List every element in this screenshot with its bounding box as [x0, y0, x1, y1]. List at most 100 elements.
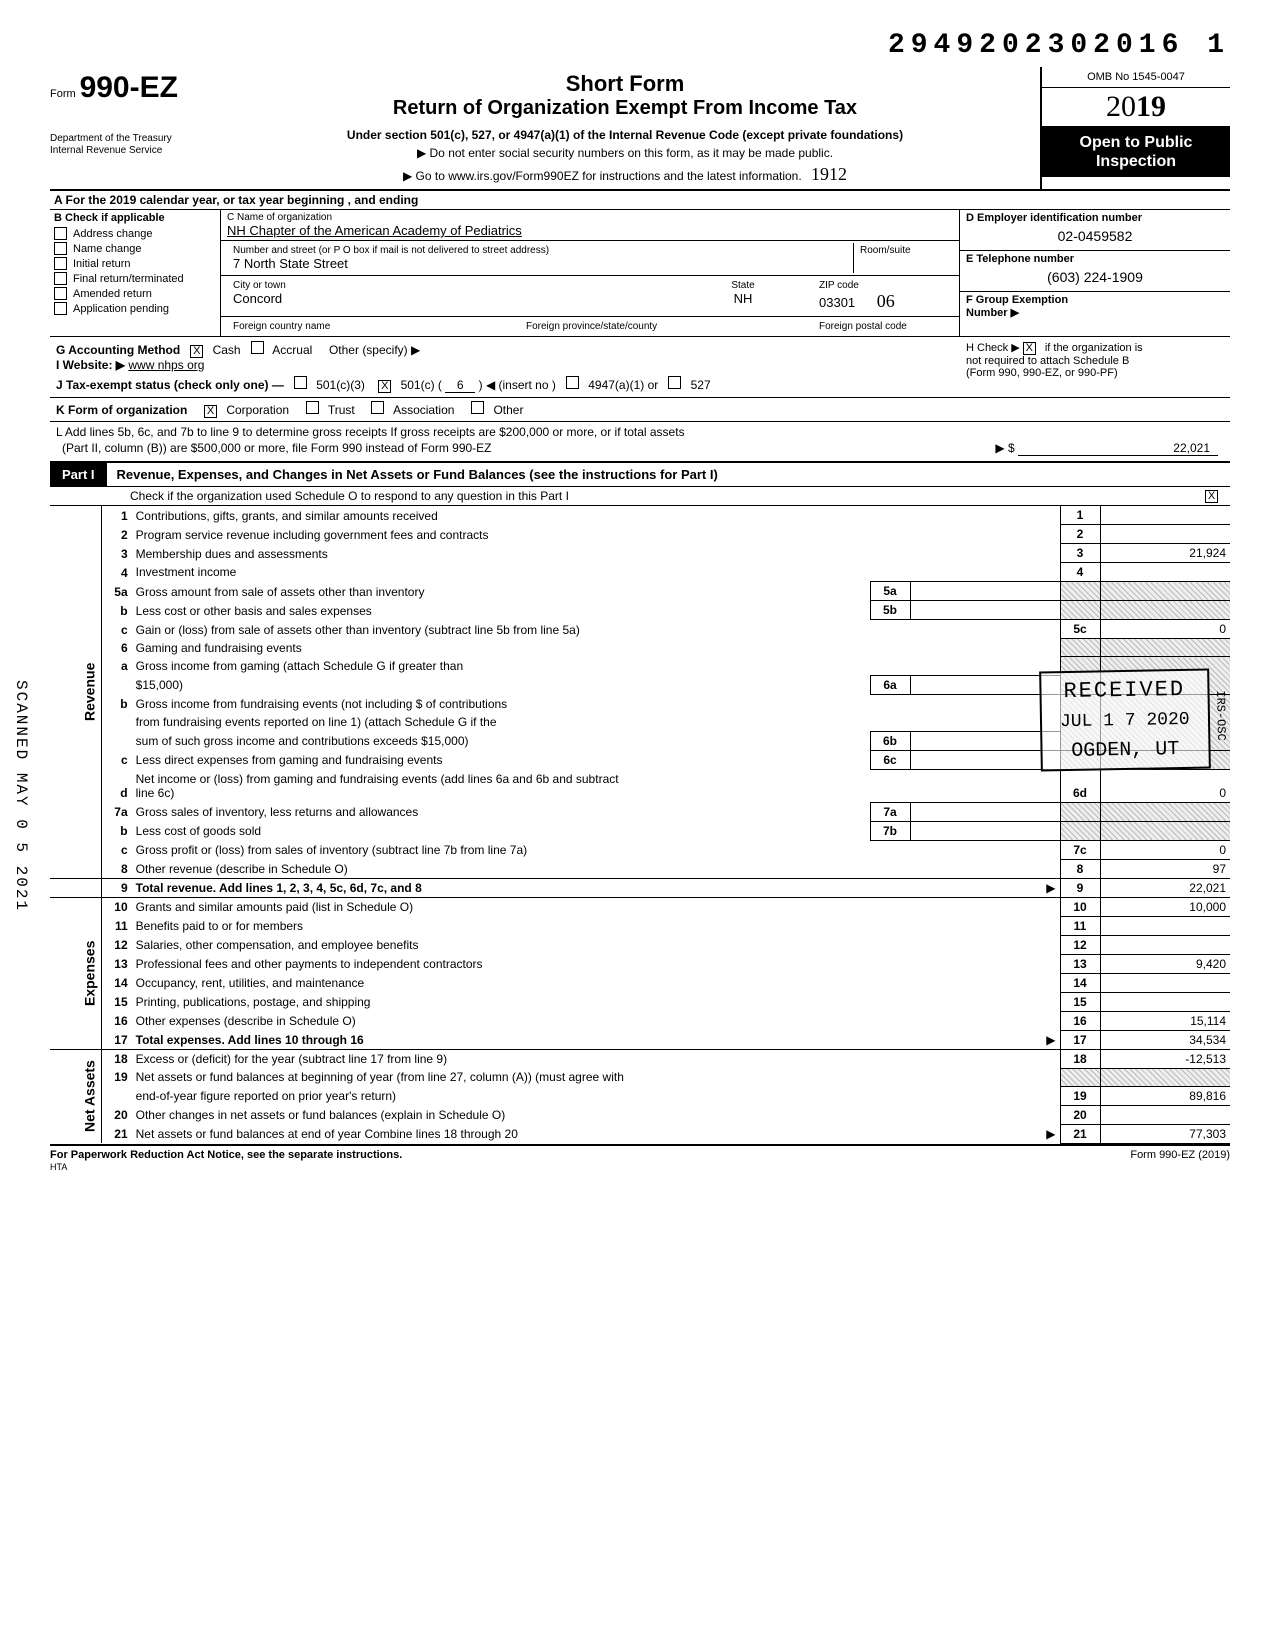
c-state: NH	[679, 291, 807, 306]
n8: 8	[102, 859, 132, 878]
title-note2-stamp: 1912	[811, 164, 847, 184]
d21: Net assets or fund balances at end of ye…	[132, 1124, 910, 1143]
b-item-2: Initial return	[73, 258, 130, 270]
nc13: 13	[1060, 954, 1100, 973]
chk-trust[interactable]	[306, 401, 319, 414]
nc17: 17	[1060, 1030, 1100, 1049]
dept-1: Department of the Treasury	[50, 133, 210, 145]
chk-4947[interactable]	[566, 376, 579, 389]
lines-table: Revenue 1 Contributions, gifts, grants, …	[50, 506, 1230, 1144]
c-city: Concord	[233, 291, 667, 306]
d5c: Gain or (loss) from sale of assets other…	[132, 620, 1060, 639]
line-k: K Form of organization X Corporation Tru…	[50, 398, 1230, 422]
chk-accrual[interactable]	[251, 341, 264, 354]
v13: 9,420	[1100, 954, 1230, 973]
d18: Excess or (deficit) for the year (subtra…	[132, 1049, 1060, 1068]
c-city-label: City or town	[233, 280, 667, 291]
nc7a-shade	[1060, 802, 1100, 821]
b-item-4: Amended return	[73, 288, 152, 300]
n2: 2	[102, 525, 132, 544]
c-name: NH Chapter of the American Academy of Pe…	[227, 223, 953, 238]
n7b: b	[102, 821, 132, 840]
d6d: Net income or (loss) from gaming and fun…	[136, 772, 619, 786]
chk-part1-scho[interactable]: X	[1205, 490, 1218, 503]
n6a: a	[102, 657, 132, 676]
form-prefix: Form	[50, 88, 76, 100]
chk-h[interactable]: X	[1023, 342, 1036, 355]
d15: Printing, publications, postage, and shi…	[132, 992, 1060, 1011]
nc7c: 7c	[1060, 840, 1100, 859]
i-label: I Website: ▶	[56, 358, 125, 372]
n1: 1	[102, 506, 132, 525]
chk-assoc[interactable]	[371, 401, 384, 414]
f-label2: Number ▶	[966, 306, 1224, 319]
n7c: c	[102, 840, 132, 859]
nc10: 10	[1060, 897, 1100, 916]
chk-address-change[interactable]	[54, 227, 67, 240]
received-stamp: RECEIVED JUL 1 7 2020 OGDEN, UT IRS-OSC	[1040, 669, 1211, 772]
v14	[1100, 973, 1230, 992]
chk-amended[interactable]	[54, 287, 67, 300]
v12	[1100, 935, 1230, 954]
mn7b: 7b	[870, 821, 910, 840]
d20: Other changes in net assets or fund bala…	[132, 1105, 1060, 1124]
chk-501c[interactable]: X	[378, 380, 391, 393]
n13: 13	[102, 954, 132, 973]
chk-corp[interactable]: X	[204, 405, 217, 418]
year-prefix: 20	[1106, 90, 1136, 123]
chk-501c3[interactable]	[294, 376, 307, 389]
d17: Total expenses. Add lines 10 through 16	[132, 1030, 910, 1049]
stamp-l2: JUL 1 7 2020	[1060, 710, 1190, 732]
n6d: d	[102, 769, 132, 802]
n5b: b	[102, 601, 132, 620]
j-o2-num: 6	[445, 378, 475, 393]
c-zip-hand: 06	[877, 291, 895, 311]
v10: 10,000	[1100, 897, 1230, 916]
d12: Salaries, other compensation, and employ…	[132, 935, 1060, 954]
mv6c	[910, 750, 1060, 769]
chk-527[interactable]	[668, 376, 681, 389]
c-fc: Foreign country name	[233, 321, 514, 332]
nc9: 9	[1060, 878, 1100, 897]
chk-name-change[interactable]	[54, 242, 67, 255]
chk-cash[interactable]: X	[190, 345, 203, 358]
form-id-box: Form 990-EZ Department of the Treasury I…	[50, 67, 210, 189]
chk-other-org[interactable]	[471, 401, 484, 414]
v5c: 0	[1100, 620, 1230, 639]
e-value: (603) 224-1909	[966, 265, 1224, 289]
n6: 6	[102, 639, 132, 657]
n15: 15	[102, 992, 132, 1011]
nc12: 12	[1060, 935, 1100, 954]
nc21: 21	[1060, 1124, 1100, 1143]
mv5a	[910, 582, 1060, 601]
mn6a: 6a	[870, 675, 910, 694]
d-value: 02-0459582	[966, 224, 1224, 248]
d14: Occupancy, rent, utilities, and maintena…	[132, 973, 1060, 992]
nc5a-shade	[1060, 582, 1100, 601]
chk-initial-return[interactable]	[54, 257, 67, 270]
open-1: Open to Public	[1046, 133, 1226, 152]
n3: 3	[102, 544, 132, 563]
d6a2: $15,000)	[132, 675, 870, 694]
h-l1: H Check ▶	[966, 342, 1020, 354]
k-corp: Corporation	[226, 403, 289, 417]
d19b: end-of-year figure reported on prior yea…	[132, 1086, 1060, 1105]
l-value: 22,021	[1018, 441, 1218, 456]
d6: Gaming and fundraising events	[132, 639, 1060, 657]
form-number: 990-EZ	[80, 71, 178, 104]
footer: For Paperwork Reduction Act Notice, see …	[50, 1144, 1230, 1173]
v11	[1100, 916, 1230, 935]
title-short: Short Form	[220, 71, 1030, 97]
d6a: Gross income from gaming (attach Schedul…	[132, 657, 1060, 676]
d-label: D Employer identification number	[966, 212, 1224, 224]
side-expenses: Expenses	[50, 897, 102, 1049]
n6c: c	[102, 750, 132, 769]
chk-final-return[interactable]	[54, 272, 67, 285]
c-addr: 7 North State Street	[233, 256, 847, 271]
c-state-label: State	[679, 280, 807, 291]
l-line1: L Add lines 5b, 6c, and 7b to line 9 to …	[56, 425, 1224, 439]
chk-app-pending[interactable]	[54, 302, 67, 315]
c-name-label: C Name of organization	[227, 212, 953, 223]
h-l2: not required to attach Schedule B	[966, 355, 1129, 367]
block-b: B Check if applicable Address change Nam…	[50, 210, 1230, 337]
